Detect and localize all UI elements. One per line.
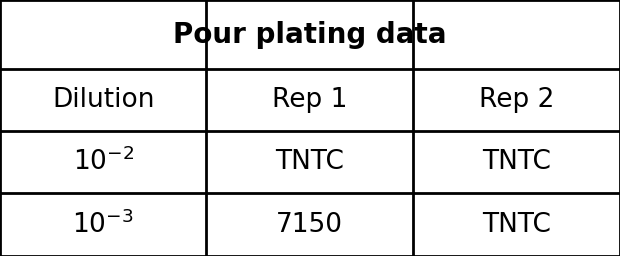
Text: TNTC: TNTC — [482, 149, 551, 175]
Text: Rep 1: Rep 1 — [272, 87, 347, 113]
Text: TNTC: TNTC — [482, 212, 551, 238]
Text: $10^{-2}$: $10^{-2}$ — [73, 148, 134, 176]
Text: Pour plating data: Pour plating data — [173, 20, 447, 49]
Text: TNTC: TNTC — [275, 149, 344, 175]
Text: Dilution: Dilution — [52, 87, 154, 113]
Text: $10^{-3}$: $10^{-3}$ — [73, 210, 134, 239]
Text: Rep 2: Rep 2 — [479, 87, 554, 113]
Text: 7150: 7150 — [276, 212, 343, 238]
